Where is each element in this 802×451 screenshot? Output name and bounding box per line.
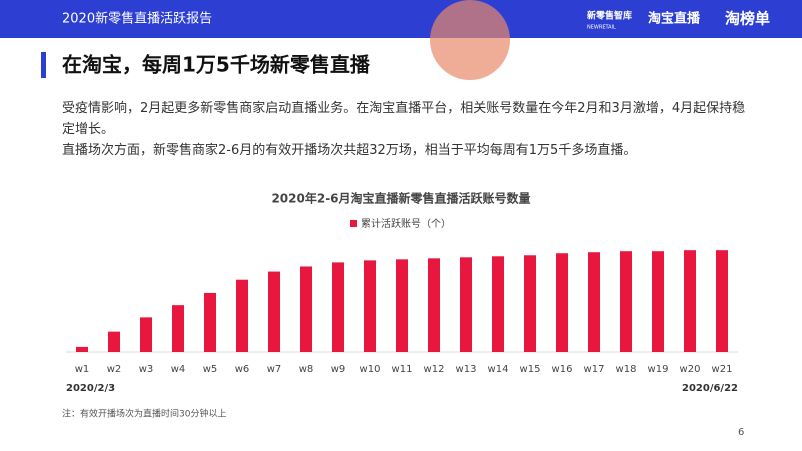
x-tick-label: w10 — [360, 364, 381, 375]
bar — [204, 292, 216, 352]
bar — [460, 257, 472, 352]
x-tick-label: w9 — [331, 364, 346, 375]
x-tick-label: w14 — [488, 364, 509, 375]
x-tick-label: w7 — [267, 364, 282, 375]
bar — [620, 251, 632, 352]
header-decoration — [430, 0, 510, 80]
bar — [76, 346, 88, 352]
logo: 新零售智库 — [587, 10, 632, 22]
bar — [588, 252, 600, 352]
logo: NEWRETAIL — [587, 25, 616, 31]
x-tick-label: w16 — [552, 364, 573, 375]
header-bar — [0, 0, 802, 38]
body-text: 受疫情影响，2月起更多新零售商家启动直播业务。在淘宝直播平台，相关账号数量在今年… — [62, 101, 746, 158]
x-tick-label: w15 — [520, 364, 541, 375]
title-marker — [41, 52, 46, 78]
x-tick-label: w19 — [648, 364, 669, 375]
slide-title: 在淘宝，每周1万5千场新零售直播 — [62, 53, 371, 77]
x-tick-label: w13 — [456, 364, 477, 375]
bar — [332, 262, 344, 352]
x-tick-label: w20 — [680, 364, 701, 375]
logo: 淘宝直播 — [648, 11, 701, 27]
x-tick-label: w11 — [392, 364, 413, 375]
x-tick-label: w3 — [139, 364, 154, 375]
x-tick-label: w18 — [616, 364, 637, 375]
bar — [140, 317, 152, 352]
x-tick-label: w2 — [107, 364, 122, 375]
bar — [300, 266, 312, 352]
bar — [556, 253, 568, 352]
bar — [268, 271, 280, 352]
bar — [364, 260, 376, 352]
legend-label: 累计活跃账号（个） — [361, 217, 451, 230]
footnote: 注：有效开播场次为直播时间30分钟以上 — [62, 408, 226, 420]
annotation: 2020/2/3 — [66, 383, 115, 394]
page-number: 6 — [738, 427, 744, 438]
bar — [108, 331, 120, 352]
bar — [524, 255, 536, 352]
x-tick-label: w6 — [235, 364, 250, 375]
bar — [684, 250, 696, 352]
legend-swatch — [350, 220, 357, 227]
bar — [652, 251, 664, 352]
annotation: 2020/6/22 — [682, 383, 738, 394]
bar — [396, 259, 408, 352]
x-tick-label: w17 — [584, 364, 605, 375]
x-tick-label: w4 — [171, 364, 186, 375]
x-tick-label: w12 — [424, 364, 445, 375]
paragraph: 受疫情影响，2月起更多新零售商家启动直播业务。在淘宝直播平台，相关账号数量在今年… — [62, 101, 746, 137]
x-tick-label: w1 — [75, 364, 90, 375]
x-tick-label: w5 — [203, 364, 218, 375]
x-tick-label: w21 — [712, 364, 733, 375]
bar — [492, 256, 504, 352]
paragraph: 直播场次方面，新零售商家2-6月的有效开播场次共超32万场，相当于平均每周有1万… — [62, 143, 637, 158]
x-tick-label: w8 — [299, 364, 314, 375]
bar — [716, 250, 728, 352]
header-title: 2020新零售直播活跃报告 — [62, 11, 212, 27]
bar — [428, 258, 440, 352]
logo: 淘榜单 — [724, 10, 770, 28]
chart-title: 2020年2-6月淘宝直播新零售直播活跃账号数量 — [271, 191, 530, 206]
bar — [172, 305, 184, 352]
bar — [236, 279, 248, 352]
